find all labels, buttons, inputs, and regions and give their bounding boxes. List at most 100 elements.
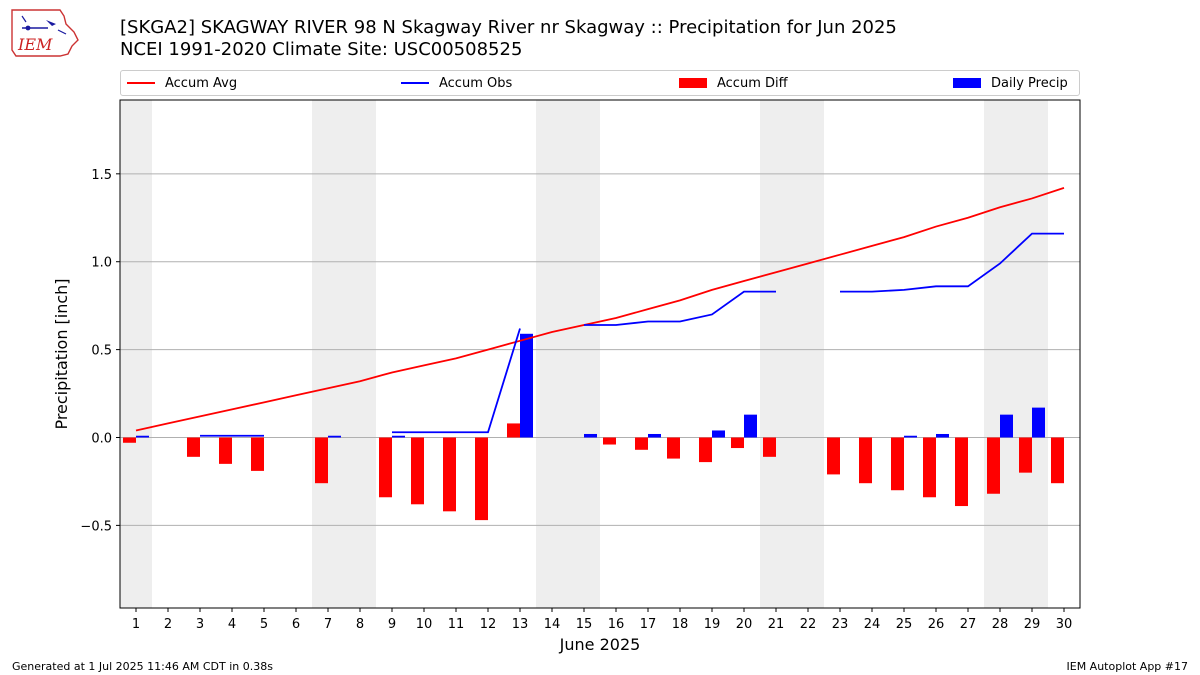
daily-bar-day-25 — [904, 435, 917, 438]
daily-bar-day-28 — [1000, 414, 1013, 438]
diff-bar-day-10 — [411, 437, 424, 505]
diff-bar-day-13 — [507, 423, 520, 438]
daily-bar-day-19 — [712, 430, 725, 438]
legend-item-accum-obs: Accum Obs — [401, 71, 512, 95]
diff-bar-day-7 — [315, 437, 328, 484]
logo-text: IEM — [17, 35, 53, 54]
diff-bar-day-16 — [603, 437, 616, 445]
diff-bar-day-1 — [123, 437, 136, 443]
plot-frame — [119, 99, 1081, 609]
chart-legend: Accum Avg Accum Obs Accum Diff Daily Pre… — [120, 70, 1080, 96]
diff-bar-day-26 — [923, 437, 936, 498]
x-tick-label-30: 30 — [1056, 617, 1073, 632]
chart-subtitle: NCEI 1991-2020 Climate Site: USC00508525 — [120, 39, 523, 60]
x-tick-label-19: 19 — [704, 617, 721, 632]
diff-bar-day-25 — [891, 437, 904, 491]
accum-obs-line-seg-2 — [584, 290, 776, 326]
daily-bar-day-9 — [392, 435, 405, 438]
weekend-band-0 — [120, 100, 152, 608]
legend-label-accum-avg: Accum Avg — [165, 75, 238, 91]
y-tick-label-0: −0.5 — [80, 519, 112, 534]
diff-bar-day-17 — [635, 437, 648, 450]
x-tick-label-14: 14 — [544, 617, 561, 632]
footer-generated-text: Generated at 1 Jul 2025 11:46 AM CDT in … — [12, 660, 273, 673]
x-tick-label-20: 20 — [736, 617, 753, 632]
diff-bar-day-12 — [475, 437, 488, 521]
y-tick-label-3: 1.0 — [91, 256, 112, 271]
weekend-band-3 — [760, 100, 824, 608]
x-tick-label-2: 2 — [164, 617, 172, 632]
x-tick-label-6: 6 — [292, 617, 300, 632]
diff-bar-day-5 — [251, 437, 264, 471]
legend-swatch-accum-avg — [127, 82, 155, 84]
iem-logo: IEM — [11, 9, 79, 57]
diff-bar-day-20 — [731, 437, 744, 449]
y-tick-label-1: 0.0 — [91, 431, 112, 446]
diff-bar-day-4 — [219, 437, 232, 464]
diff-bar-day-30 — [1051, 437, 1064, 484]
y-tick-label-4: 1.5 — [91, 168, 112, 183]
diff-bar-day-24 — [859, 437, 872, 484]
x-tick-label-8: 8 — [356, 617, 364, 632]
x-tick-label-22: 22 — [800, 617, 817, 632]
x-tick-label-7: 7 — [324, 617, 332, 632]
x-tick-label-13: 13 — [512, 617, 529, 632]
legend-item-accum-diff: Accum Diff — [679, 71, 788, 95]
daily-bar-day-15 — [584, 433, 597, 438]
daily-bar-day-20 — [744, 414, 757, 438]
accum-obs-line-seg-1 — [392, 328, 521, 434]
weekend-band-2 — [536, 100, 600, 608]
chart-title: [SKGA2] SKAGWAY RIVER 98 N Skagway River… — [120, 17, 897, 38]
diff-bar-day-9 — [379, 437, 392, 498]
legend-swatch-daily-precip — [953, 78, 981, 88]
x-tick-label-27: 27 — [960, 617, 977, 632]
legend-item-daily-precip: Daily Precip — [953, 71, 1068, 95]
daily-bar-day-1 — [136, 435, 149, 438]
legend-swatch-accum-obs — [401, 82, 429, 84]
y-tick-label-2: 0.5 — [91, 344, 112, 359]
x-tick-label-1: 1 — [132, 617, 140, 632]
x-tick-label-17: 17 — [640, 617, 657, 632]
daily-bar-day-7 — [328, 435, 341, 438]
accum-avg-line-seg-0 — [135, 187, 1065, 432]
diff-bar-day-21 — [763, 437, 776, 457]
daily-bar-day-26 — [936, 433, 949, 438]
legend-label-accum-obs: Accum Obs — [439, 75, 513, 91]
x-tick-label-18: 18 — [672, 617, 689, 632]
daily-bar-day-17 — [648, 433, 661, 438]
x-tick-label-5: 5 — [260, 617, 268, 632]
x-tick-label-3: 3 — [196, 617, 204, 632]
weekend-band-4 — [984, 100, 1048, 608]
x-tick-label-21: 21 — [768, 617, 785, 632]
x-tick-label-26: 26 — [928, 617, 945, 632]
x-tick-label-25: 25 — [896, 617, 913, 632]
diff-bar-day-23 — [827, 437, 840, 475]
diff-bar-day-3 — [187, 437, 200, 457]
diff-bar-day-29 — [1019, 437, 1032, 473]
diff-bar-day-28 — [987, 437, 1000, 494]
x-tick-label-29: 29 — [1024, 617, 1041, 632]
daily-bar-day-13 — [520, 333, 533, 438]
x-tick-label-9: 9 — [388, 617, 396, 632]
accum-obs-line-seg-3 — [840, 232, 1064, 293]
plot-area — [123, 187, 1065, 521]
diff-bar-day-11 — [443, 437, 456, 512]
footer-app-text: IEM Autoplot App #17 — [1066, 660, 1189, 673]
x-tick-label-23: 23 — [832, 617, 849, 632]
diff-bar-day-19 — [699, 437, 712, 463]
x-axis-label: June 2025 — [559, 635, 641, 654]
diff-bar-day-27 — [955, 437, 968, 507]
x-tick-label-4: 4 — [228, 617, 236, 632]
legend-label-daily-precip: Daily Precip — [991, 75, 1068, 91]
legend-swatch-accum-diff — [679, 78, 707, 88]
diff-bar-day-18 — [667, 437, 680, 459]
x-tick-label-28: 28 — [992, 617, 1009, 632]
legend-item-accum-avg: Accum Avg — [127, 71, 237, 95]
x-tick-label-11: 11 — [448, 617, 465, 632]
x-tick-label-12: 12 — [480, 617, 497, 632]
x-tick-label-15: 15 — [576, 617, 593, 632]
x-tick-label-24: 24 — [864, 617, 881, 632]
x-tick-label-10: 10 — [416, 617, 433, 632]
y-axis-label: Precipitation [inch] — [52, 278, 71, 429]
